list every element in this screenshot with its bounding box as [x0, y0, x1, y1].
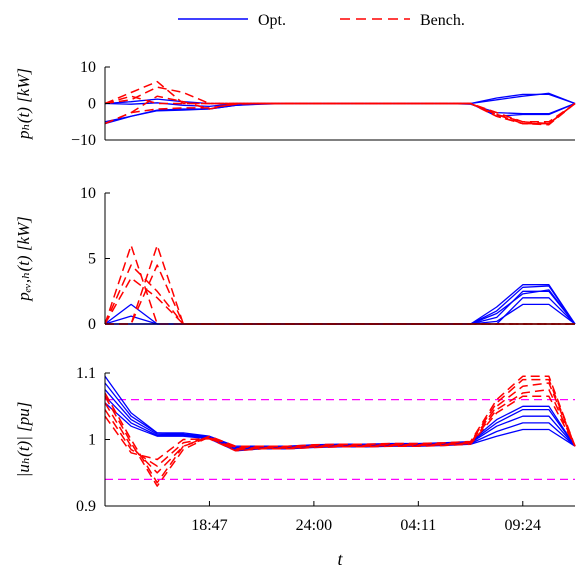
- y-tick-label: 0.9: [76, 498, 96, 515]
- series-line-opt: [104, 102, 576, 125]
- panel-1: 10 0 −10 pₕ(t) [kW]: [14, 59, 576, 149]
- x-tick-label: 04:11: [400, 517, 436, 534]
- panel-2: 10 5 0 pₑᵥ,ₕ(t) [kW]: [14, 185, 576, 333]
- x-axis-label: t: [337, 549, 343, 569]
- y-tick-label: 1: [88, 432, 96, 449]
- series-line-bench: [105, 244, 575, 325]
- legend-opt-label: Opt.: [258, 12, 286, 29]
- series-line-bench: [104, 395, 576, 461]
- series-line-bench: [104, 80, 576, 125]
- y-tick-label: 10: [80, 185, 96, 202]
- y-axis-label: |uₕ(t)| [pu]: [14, 402, 33, 478]
- series-line-bench: [104, 102, 576, 126]
- x-tick-label: 24:00: [296, 517, 332, 534]
- y-tick-label: −10: [71, 132, 96, 149]
- y-tick-label: 1.1: [76, 365, 96, 382]
- x-tick-label: 09:24: [505, 517, 541, 534]
- series-line-bench: [104, 264, 575, 325]
- series-line-bench: [104, 388, 576, 467]
- y-axis-label: pₑᵥ,ₕ(t) [kW]: [14, 216, 33, 302]
- y-tick-label: 5: [88, 251, 96, 268]
- y-tick-label: 0: [88, 96, 96, 113]
- series-line-opt: [105, 289, 576, 325]
- series-line-bench: [104, 95, 576, 125]
- series-line-bench: [104, 244, 575, 325]
- panels: 10 0 −10 pₕ(t) [kW] 10 5 0 pₑᵥ,ₕ(t) [kW] 1.1 1 0.9…: [14, 59, 576, 534]
- legend: Opt. Bench.: [178, 12, 465, 29]
- y-axis-label: pₕ(t) [kW]: [14, 68, 33, 140]
- legend-bench-label: Bench.: [420, 12, 465, 29]
- panel-3: 1.1 1 0.9 18:47 24:00 04:11 09:24 |uₕ(t)| [pu]: [14, 365, 576, 534]
- x-tick-label: 18:47: [191, 517, 227, 534]
- y-tick-label: 0: [88, 316, 96, 333]
- y-tick-label: 10: [80, 59, 96, 76]
